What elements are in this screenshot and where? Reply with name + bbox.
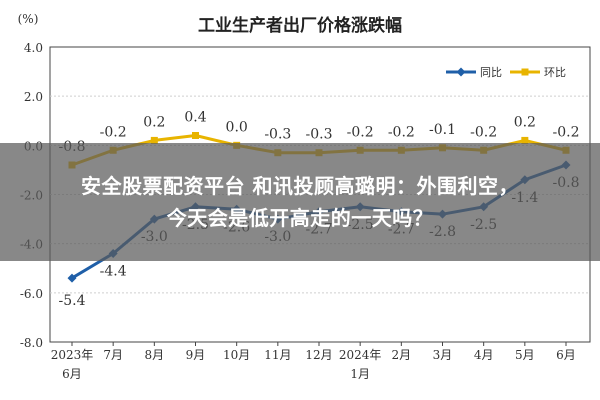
x-tick-label: 2024年 1月 <box>339 348 382 381</box>
mom-data-label: -0.2 <box>347 124 374 140</box>
chart-title: 工业生产者出厂价格涨跌幅 <box>198 15 402 36</box>
x-tick-label: 6月 <box>556 348 576 362</box>
x-tick-label: 12月 <box>305 348 332 362</box>
yoy-data-label: -5.4 <box>59 293 86 309</box>
legend-mom-marker <box>521 68 529 76</box>
x-tick-label: 10月 <box>223 348 250 362</box>
headline-line-2[interactable]: 今天会是低开高走的一天吗？ <box>166 206 434 230</box>
y-tick-label: -8.0 <box>20 336 43 350</box>
x-tick-label: 4月 <box>474 348 494 362</box>
x-tick-label: 7月 <box>103 348 123 362</box>
legend-mom-label: 环比 <box>544 66 566 79</box>
yoy-data-label: -4.4 <box>100 264 127 280</box>
x-tick-label: 11月 <box>264 348 291 362</box>
mom-data-label: 0.2 <box>143 114 165 130</box>
mom-data-label: 0.2 <box>514 114 536 130</box>
mom-data-label: 0.4 <box>184 110 206 126</box>
mom-point <box>192 132 199 139</box>
yoy-point <box>67 273 77 283</box>
mom-point <box>150 136 158 144</box>
mom-point <box>521 136 529 144</box>
legend-yoy-label: 同比 <box>480 66 502 79</box>
mom-data-label: -0.2 <box>470 124 497 140</box>
mom-data-label: -0.2 <box>388 124 415 140</box>
mom-data-label: -0.1 <box>429 122 456 138</box>
y-tick-label: -6.0 <box>20 287 43 301</box>
x-tick-label: 2月 <box>392 348 412 362</box>
mom-data-label: -0.3 <box>306 127 333 143</box>
headline-banner[interactable]: 安全股票配资平台 和讯投顾高璐明：外围利空， 今天会是低开高走的一天吗？ <box>0 143 600 261</box>
x-tick-label: 5月 <box>515 348 535 362</box>
headline-line-1[interactable]: 安全股票配资平台 和讯投顾高璐明：外围利空， <box>81 174 519 198</box>
y-tick-label: 2.0 <box>24 90 43 104</box>
x-tick-label: 9月 <box>186 348 206 362</box>
mom-data-label: -0.3 <box>264 127 291 143</box>
x-tick-label: 3月 <box>433 348 453 362</box>
mom-data-label: -0.2 <box>553 124 580 140</box>
mom-data-label: -0.2 <box>100 124 127 140</box>
x-tick-label: 2023年 6月 <box>51 348 94 381</box>
mom-data-label: 0.0 <box>226 119 248 135</box>
x-tick-label: 8月 <box>145 348 165 362</box>
y-tick-label: 4.0 <box>24 41 43 55</box>
legend-yoy-marker <box>456 67 466 77</box>
y-axis-unit-label: (%) <box>18 12 39 26</box>
